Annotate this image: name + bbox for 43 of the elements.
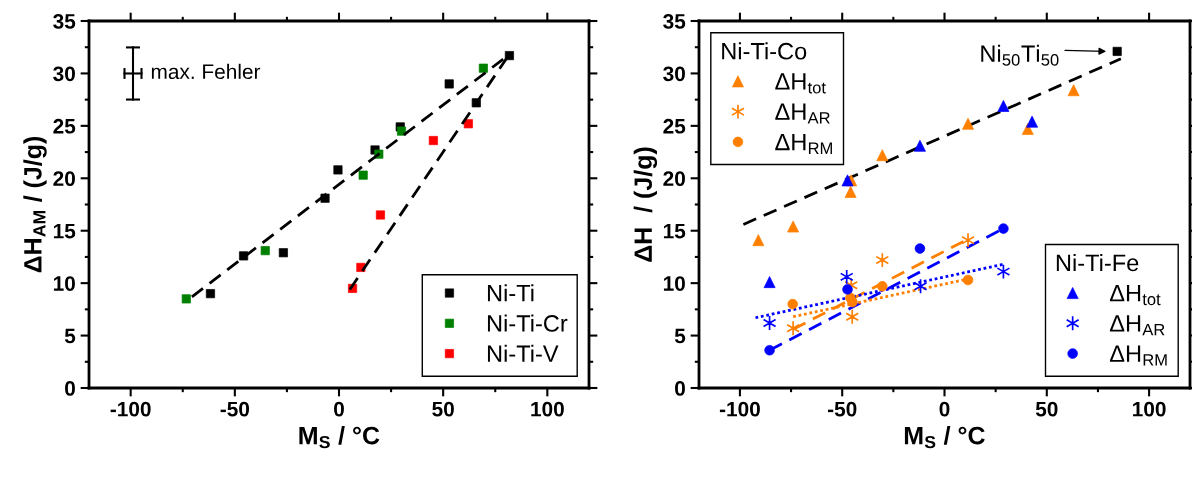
legend-label: ΔH$_{RM}$ <box>1109 345 1167 366</box>
text: Ni-Ti-Fe <box>1056 253 1139 272</box>
y-tick-label: 30 <box>53 66 75 82</box>
y-tick-label: 35 <box>663 14 686 29</box>
y-tick-label: 10 <box>53 276 75 291</box>
y-tick-label: 35 <box>53 14 76 29</box>
legend-label: Ni-Ti <box>487 284 534 302</box>
annotation: Ni$_{50}$Ti$_{50}$ <box>981 44 1059 66</box>
x-axis-title: M$_{S}$ / °C <box>299 426 380 449</box>
x-tick-label: 100 <box>531 401 564 417</box>
x-tick-label: 100 <box>1133 401 1166 417</box>
legend-label: ΔH$_{RM}$ <box>775 133 832 154</box>
x-axis-title: M$_{S}$ / °C <box>904 426 985 449</box>
y-tick-label: 15 <box>663 223 686 239</box>
x-tick-label: 0 <box>334 401 344 417</box>
y-tick-label: 25 <box>663 118 686 134</box>
x-tick-label: -100 <box>719 401 760 417</box>
y-tick-label: 5 <box>64 328 76 344</box>
legend-label: Ni-Ti-Cr <box>487 314 568 332</box>
x-tick-label: 50 <box>1035 401 1058 417</box>
legend-label: ΔH$_{tot}$ <box>775 73 826 94</box>
y-tick-label: 0 <box>65 381 75 396</box>
y-tick-label: 20 <box>663 171 685 187</box>
legend-label: ΔH$_{tot}$ <box>1109 285 1161 306</box>
y-axis-title: ΔH / (J/g) <box>633 147 658 262</box>
x-tick-label: -100 <box>110 401 151 417</box>
x-tick-label: 50 <box>432 401 454 417</box>
x-tick-label: -50 <box>220 401 250 417</box>
x-tick-label: -50 <box>827 401 857 417</box>
y-tick-label: 30 <box>663 66 685 82</box>
legend-label: ΔH$_{AR}$ <box>1109 315 1165 336</box>
y-tick-label: 0 <box>675 381 685 396</box>
y-axis-title: ΔH$_{AM}$ / (J/g) <box>23 136 47 273</box>
text: Ni-Ti-Co <box>722 42 807 60</box>
x-tick-label: 0 <box>939 401 950 417</box>
y-tick-label: 5 <box>674 328 686 344</box>
y-tick-label: 20 <box>53 171 75 187</box>
annotation: max. Fehler <box>151 63 261 80</box>
legend-label: Ni-Ti-V <box>487 344 559 362</box>
y-tick-label: 15 <box>53 223 76 239</box>
legend-label: ΔH$_{AR}$ <box>775 103 830 124</box>
y-tick-label: 10 <box>663 276 685 291</box>
y-tick-label: 25 <box>53 118 76 134</box>
